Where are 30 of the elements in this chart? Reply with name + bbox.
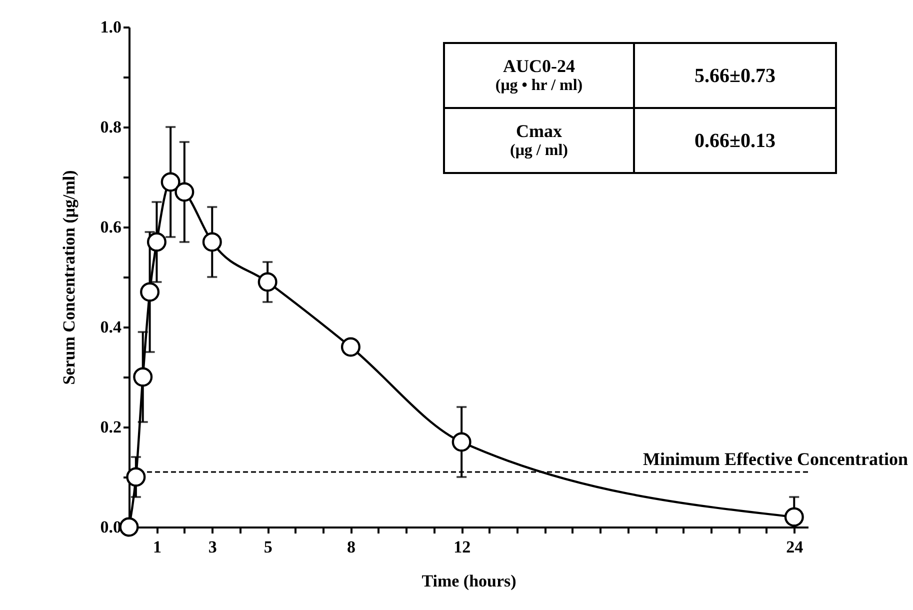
point <box>160 172 180 192</box>
y-tick-label: 1.0 <box>100 18 122 36</box>
point <box>202 232 222 252</box>
y-tick-label: 0.4 <box>100 318 122 336</box>
x-tick-label: 3 <box>208 538 217 556</box>
point <box>258 272 278 292</box>
x-tick-label: 12 <box>454 538 471 556</box>
point <box>133 367 153 387</box>
y-tick-label: 0.6 <box>100 218 122 236</box>
point <box>784 507 804 527</box>
y-axis-title: Serum Concentration (μg/ml) <box>59 170 78 385</box>
x-tick-label: 1 <box>152 538 162 556</box>
y-tick-label: 0.8 <box>100 118 122 136</box>
x-tick-label: 8 <box>346 538 356 556</box>
point <box>452 432 472 452</box>
annotation: 0.66±0.13 <box>694 130 776 152</box>
point <box>140 282 160 302</box>
point <box>340 337 360 357</box>
point <box>126 467 146 487</box>
x-tick-label: 5 <box>264 538 272 556</box>
point <box>146 232 166 252</box>
ref-line-label: Minimum Effective Concentration <box>643 449 908 469</box>
point <box>119 517 139 537</box>
point <box>174 182 194 202</box>
x-axis-title: Time (hours) <box>422 572 516 590</box>
y-tick-label: 0.2 <box>100 418 122 436</box>
annotation: AUC0-24 (μg • hr / ml) <box>495 56 583 94</box>
annotation: 5.66±0.73 <box>694 64 776 86</box>
x-tick-label: 24 <box>786 538 804 556</box>
annotation: Cmax (μg / ml) <box>510 121 568 159</box>
